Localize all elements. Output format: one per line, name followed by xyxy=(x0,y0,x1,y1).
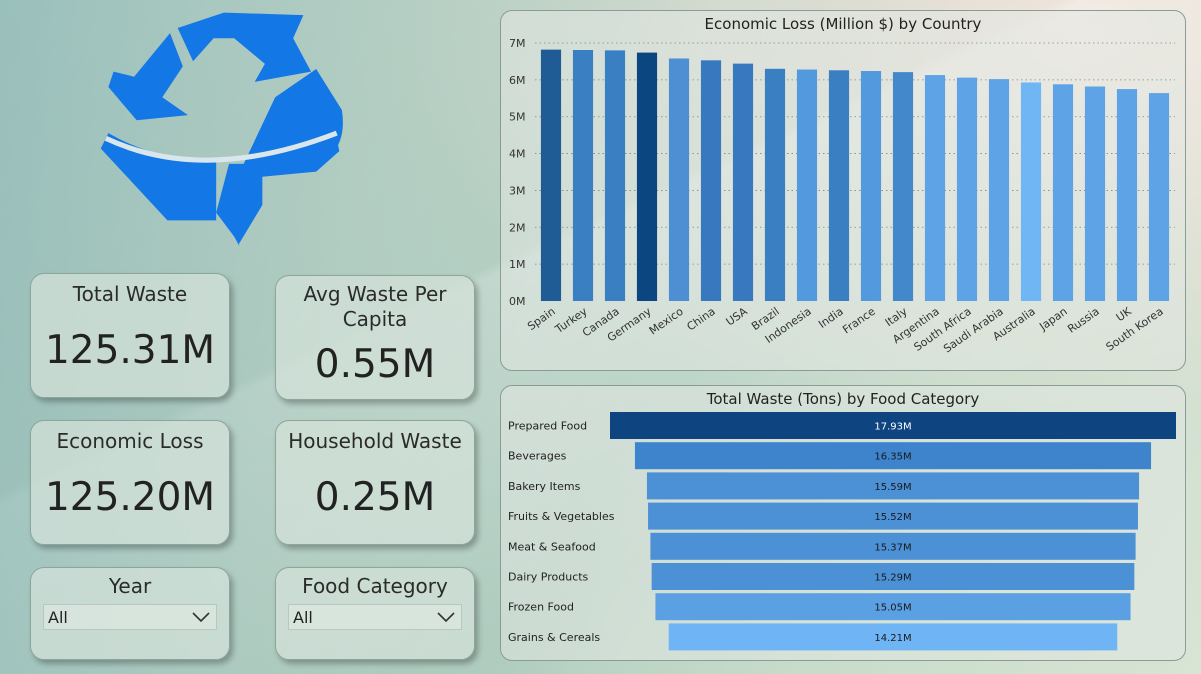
chevron-down-icon xyxy=(192,612,210,623)
total-waste-value: 125.31M xyxy=(44,328,216,373)
data-label: 17.93M xyxy=(874,422,911,433)
x-tick-label: Japan xyxy=(1036,305,1069,334)
bar-south-korea[interactable] xyxy=(1148,93,1170,301)
bar-japan[interactable] xyxy=(1052,84,1074,301)
bar-south-africa[interactable] xyxy=(956,77,978,301)
chevron-down-icon xyxy=(437,612,455,623)
y-tick-label: 0M xyxy=(509,295,526,308)
x-tick-label: South Korea xyxy=(1104,305,1166,354)
economic-loss-chart: 0M1M2M3M4M5M6M7MSpainTurkeyCanadaGermany… xyxy=(509,37,1175,356)
y-tick-label: 3M xyxy=(509,184,526,197)
funnel-bar-dairy-products[interactable] xyxy=(651,563,1135,590)
y-tick-label: 1M xyxy=(509,258,526,271)
economic-loss-title: Economic Loss xyxy=(56,429,204,453)
bar-argentina[interactable] xyxy=(924,75,946,302)
household-waste-card: Household Waste 0.25M xyxy=(275,420,475,545)
category-label: Prepared Food xyxy=(508,420,587,433)
funnel-bar-frozen-food[interactable] xyxy=(655,593,1131,621)
year-dropdown[interactable]: All xyxy=(43,604,217,630)
food-category-chart-title: Total Waste (Tons) by Food Category xyxy=(706,390,980,408)
x-tick-label: China xyxy=(685,305,718,334)
recycle-icon xyxy=(100,12,343,246)
data-label: 15.29M xyxy=(874,573,911,584)
avg-waste-title-line2: Capita xyxy=(342,307,408,331)
category-label: Frozen Food xyxy=(508,601,574,614)
data-label: 14.21M xyxy=(874,633,911,644)
category-label: Fruits & Vegetables xyxy=(508,510,615,523)
bar-australia[interactable] xyxy=(1020,82,1042,302)
y-tick-label: 7M xyxy=(509,37,526,50)
funnel-bar-bakery-items[interactable] xyxy=(646,472,1140,500)
data-label: 15.59M xyxy=(874,482,911,493)
category-label: Bakery Items xyxy=(508,480,581,493)
avg-waste-value: 0.55M xyxy=(314,342,436,387)
food-category-selected-value: All xyxy=(293,608,313,627)
bar-spain[interactable] xyxy=(540,49,562,302)
data-label: 15.37M xyxy=(874,542,911,553)
economic-loss-chart-title: Economic Loss (Million $) by Country xyxy=(704,15,982,33)
bar-india[interactable] xyxy=(828,70,850,301)
bar-italy[interactable] xyxy=(892,72,914,301)
funnel-bar-fruits-vegetables[interactable] xyxy=(648,502,1138,530)
y-tick-label: 5M xyxy=(509,111,526,124)
avg-waste-per-capita-card: Avg Waste Per Capita 0.55M xyxy=(275,275,475,400)
total-waste-card: Total Waste 125.31M xyxy=(30,273,230,398)
bar-germany[interactable] xyxy=(636,52,658,301)
y-tick-label: 2M xyxy=(509,221,526,234)
bar-uk[interactable] xyxy=(1116,89,1138,301)
bar-turkey[interactable] xyxy=(572,50,594,302)
bar-canada[interactable] xyxy=(604,50,626,301)
year-selected-value: All xyxy=(48,608,68,627)
bar-usa[interactable] xyxy=(732,63,754,301)
bar-france[interactable] xyxy=(860,71,882,301)
category-label: Meat & Seafood xyxy=(508,540,596,553)
year-slicer-title: Year xyxy=(108,574,152,598)
avg-waste-title-line1: Avg Waste Per xyxy=(303,282,447,306)
bar-brazil[interactable] xyxy=(764,68,786,301)
x-tick-label: France xyxy=(840,305,878,337)
bar-mexico[interactable] xyxy=(668,58,690,302)
bar-china[interactable] xyxy=(700,60,722,301)
y-tick-label: 6M xyxy=(509,74,526,87)
x-tick-label: Mexico xyxy=(647,305,686,338)
x-tick-label: Russia xyxy=(1065,305,1101,336)
y-tick-label: 4M xyxy=(509,148,526,161)
category-label: Grains & Cereals xyxy=(508,631,600,644)
x-tick-label: UK xyxy=(1114,304,1135,324)
x-tick-label: Spain xyxy=(525,305,558,333)
household-waste-title: Household Waste xyxy=(288,429,462,453)
category-label: Beverages xyxy=(508,450,567,463)
data-label: 16.35M xyxy=(874,452,911,463)
funnel-bar-prepared-food[interactable] xyxy=(610,412,1176,439)
economic-loss-value: 125.20M xyxy=(44,475,216,520)
bar-indonesia[interactable] xyxy=(796,69,818,301)
household-waste-value: 0.25M xyxy=(314,475,436,520)
food-category-dropdown[interactable]: All xyxy=(288,604,462,630)
food-category-chart-panel: Total Waste (Tons) by Food Category Prep… xyxy=(500,385,1186,661)
food-category-slicer: Food Category All xyxy=(275,567,475,660)
x-tick-label: USA xyxy=(724,305,750,329)
food-category-chart: Prepared Food 17.93M Beverages 16.35M Bakery… xyxy=(508,412,1176,651)
funnel-bar-beverages[interactable] xyxy=(634,442,1152,470)
year-slicer: Year All xyxy=(30,567,230,660)
food-category-slicer-title: Food Category xyxy=(302,574,448,598)
data-label: 15.52M xyxy=(874,512,911,523)
bar-saudi-arabia[interactable] xyxy=(988,79,1010,302)
economic-loss-chart-panel: Economic Loss (Million $) by Country 0M 1… xyxy=(500,10,1186,371)
economic-loss-card: Economic Loss 125.20M xyxy=(30,420,230,545)
funnel-bar-meat-seafood[interactable] xyxy=(650,532,1136,560)
data-label: 15.05M xyxy=(874,603,911,614)
total-waste-title: Total Waste xyxy=(72,282,188,306)
bar-russia[interactable] xyxy=(1084,86,1106,302)
funnel-bar-grains-cereals[interactable] xyxy=(668,623,1118,651)
category-label: Dairy Products xyxy=(508,571,589,584)
